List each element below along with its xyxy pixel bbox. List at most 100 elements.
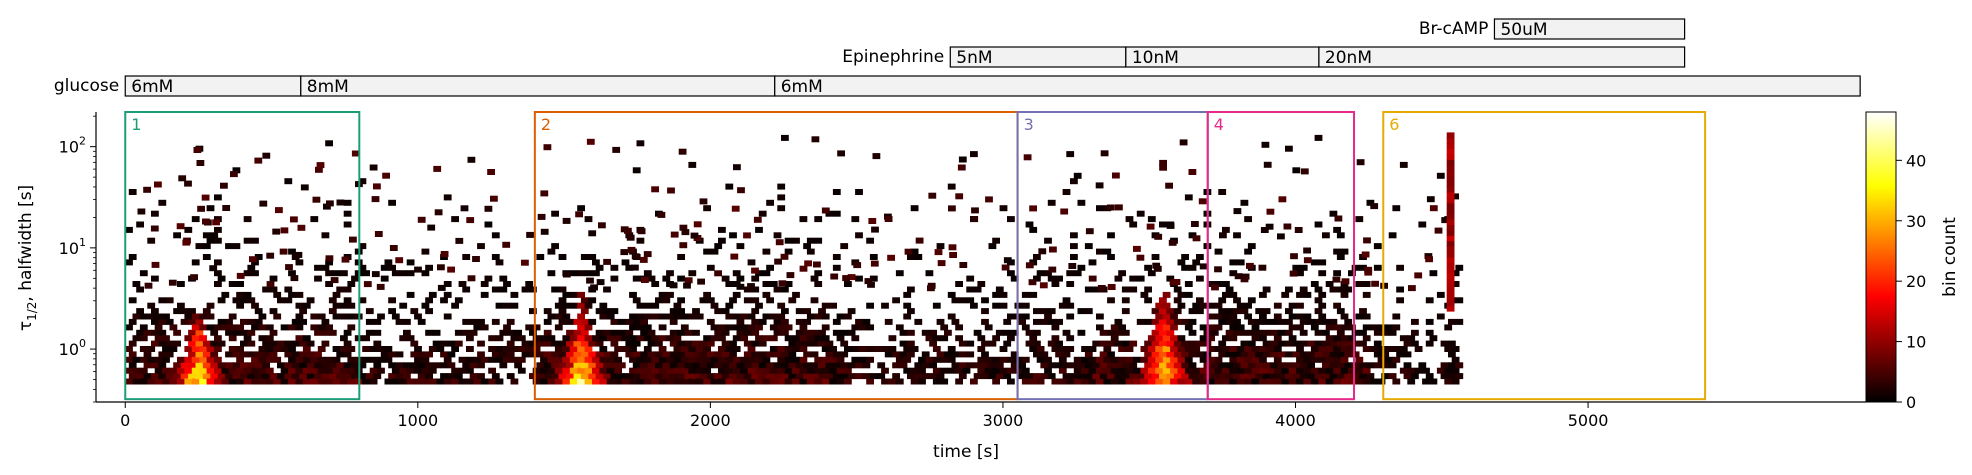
hexbin-cell: [688, 346, 697, 352]
hexbin-cell: [473, 324, 482, 331]
hexbin-cell: [1446, 224, 1455, 231]
hexbin-cell: [506, 351, 515, 358]
hexbin-cell: [825, 362, 834, 369]
hexbin-cell: [1333, 270, 1341, 277]
hexbin-cell: [1440, 362, 1449, 369]
hexbin-cell: [1446, 132, 1455, 139]
hexbin-cell: [1446, 191, 1455, 198]
hexbin-cell: [1155, 302, 1164, 309]
hexbin-cell: [606, 367, 615, 374]
hexbin-cell: [1029, 346, 1038, 352]
hexbin-cell: [262, 286, 270, 293]
hexbin-cell: [551, 362, 559, 369]
hexbin-cell: [907, 286, 915, 293]
hexbin-cell: [1426, 196, 1435, 203]
hexbin-cell: [206, 346, 215, 352]
hexbin-cell: [369, 367, 378, 374]
hexbin-cell: [510, 346, 519, 352]
hexbin-cell: [503, 356, 511, 363]
hexbin-cell: [1222, 346, 1230, 352]
hexbin-cell: [921, 373, 930, 380]
hexbin-cell: [1303, 367, 1312, 374]
hexbin-cell: [495, 259, 504, 266]
hexbin-cell: [1225, 362, 1234, 369]
hexbin-cell: [640, 329, 648, 336]
hexbin-cell: [1281, 378, 1290, 385]
hexbin-cell: [688, 356, 697, 363]
hexbin-cell: [1025, 221, 1034, 228]
hexbin-cell: [1296, 324, 1304, 331]
hexbin-cell: [810, 373, 819, 380]
hexbin-cell: [191, 324, 200, 331]
hexbin-cell: [895, 378, 904, 385]
hexbin-cell: [547, 270, 556, 277]
hexbin-cell: [440, 373, 448, 380]
hexbin-cell: [629, 367, 637, 374]
hexbin-cell: [1266, 378, 1275, 385]
hexbin-cell: [844, 378, 852, 385]
hexbin-cell: [1077, 308, 1086, 315]
hexbin-cell: [206, 302, 215, 309]
hexbin-cell: [358, 362, 367, 369]
hexbin-cell: [1288, 335, 1297, 342]
hexbin-cell: [677, 275, 685, 282]
hexbin-cell: [406, 335, 415, 342]
hexbin-cell: [178, 175, 187, 182]
hexbin-cell: [1184, 281, 1193, 287]
hexbin-cell: [573, 373, 582, 380]
hexbin-cell: [176, 223, 185, 230]
hexbin-cell: [1218, 318, 1227, 325]
hexbin-cell: [1066, 313, 1075, 320]
hexbin-cell: [829, 378, 837, 385]
hexbin-cell: [1355, 367, 1364, 374]
hexbin-cell: [814, 367, 823, 374]
hexbin-cell: [1218, 297, 1227, 304]
hexbin-cell: [1292, 362, 1301, 369]
hexbin-cell: [158, 199, 167, 206]
hexbin-cell: [643, 302, 652, 309]
hexbin-cell: [306, 351, 315, 358]
hexbin-cell: [584, 324, 593, 331]
hexbin-cell: [718, 324, 726, 331]
hexbin-cell: [1021, 367, 1030, 374]
hexbin-cell: [1196, 373, 1204, 380]
hexbin-cell: [254, 254, 263, 260]
hexbin-cell: [177, 356, 185, 363]
hexbin-cell: [595, 373, 604, 380]
hexbin-cell: [299, 340, 307, 347]
hexbin-cell: [1446, 240, 1455, 247]
hexbin-cell: [230, 171, 238, 178]
hexbin-cell: [999, 367, 1008, 374]
hexbin-cell: [836, 356, 845, 363]
region-label: 2: [541, 115, 551, 134]
hexbin-cell: [236, 302, 244, 309]
hexbin-cell: [625, 340, 634, 347]
hexbin-cell: [810, 297, 819, 304]
hexbin-cell: [1314, 340, 1323, 347]
hexbin-cell: [1188, 329, 1197, 336]
hexbin-cell: [1173, 297, 1182, 304]
hexbin-cell: [1110, 324, 1119, 331]
hexbin-cell: [1099, 340, 1108, 347]
hexbin-cell: [1396, 286, 1404, 293]
hexbin-cell: [755, 356, 763, 363]
hexbin-cell: [847, 329, 856, 336]
hexbin-cell: [1107, 204, 1115, 211]
hexbin-cell: [1121, 286, 1130, 293]
hexbin-cell: [1166, 318, 1175, 325]
hexbin-cell: [310, 356, 319, 363]
hexbin-cell: [1073, 356, 1082, 363]
hexbin-cell: [184, 356, 193, 363]
hexbin-cell: [1385, 324, 1393, 331]
hexbin-cell: [343, 221, 352, 228]
hexbin-cell: [1289, 270, 1298, 277]
hexbin-cell: [1446, 289, 1455, 296]
hexbin-cell: [232, 362, 241, 369]
hexbin-cell: [1070, 178, 1078, 185]
hexbin-cell: [844, 281, 852, 287]
hexbin-cell: [718, 367, 726, 374]
region-label: 3: [1024, 115, 1034, 134]
hexbin-cell: [1446, 175, 1455, 182]
hexbin-cell: [1422, 378, 1430, 385]
hexbin-cell: [699, 362, 708, 369]
